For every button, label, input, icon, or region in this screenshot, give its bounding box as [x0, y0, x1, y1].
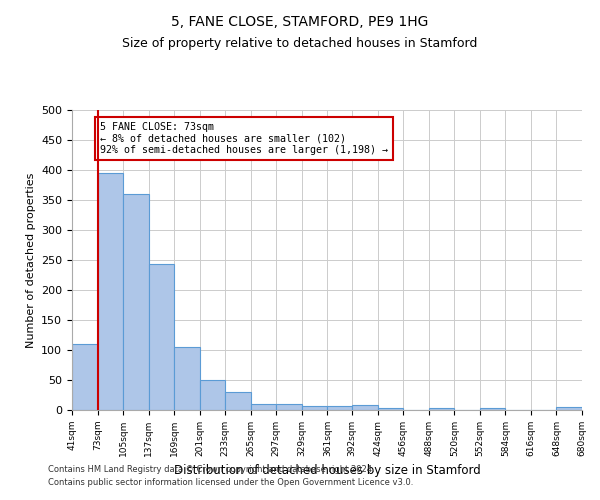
Bar — [98, 173, 123, 410]
Bar — [302, 406, 328, 410]
Bar — [251, 404, 277, 410]
Bar — [123, 194, 149, 410]
X-axis label: Distribution of detached houses by size in Stamford: Distribution of detached houses by size … — [173, 464, 481, 477]
Bar — [556, 407, 582, 410]
Text: 5, FANE CLOSE, STAMFORD, PE9 1HG: 5, FANE CLOSE, STAMFORD, PE9 1HG — [172, 15, 428, 29]
Bar — [352, 405, 377, 410]
Y-axis label: Number of detached properties: Number of detached properties — [26, 172, 35, 348]
Bar — [429, 408, 454, 410]
Bar — [225, 392, 251, 410]
Text: Size of property relative to detached houses in Stamford: Size of property relative to detached ho… — [122, 38, 478, 51]
Bar — [277, 404, 302, 410]
Bar — [149, 264, 174, 410]
Text: Contains HM Land Registry data © Crown copyright and database right 2024.: Contains HM Land Registry data © Crown c… — [48, 466, 374, 474]
Text: Contains public sector information licensed under the Open Government Licence v3: Contains public sector information licen… — [48, 478, 413, 487]
Bar — [480, 408, 505, 410]
Bar — [328, 406, 352, 410]
Bar — [174, 347, 200, 410]
Bar — [72, 344, 98, 410]
Text: 5 FANE CLOSE: 73sqm
← 8% of detached houses are smaller (102)
92% of semi-detach: 5 FANE CLOSE: 73sqm ← 8% of detached hou… — [100, 122, 388, 155]
Bar — [200, 380, 225, 410]
Bar — [377, 408, 403, 410]
